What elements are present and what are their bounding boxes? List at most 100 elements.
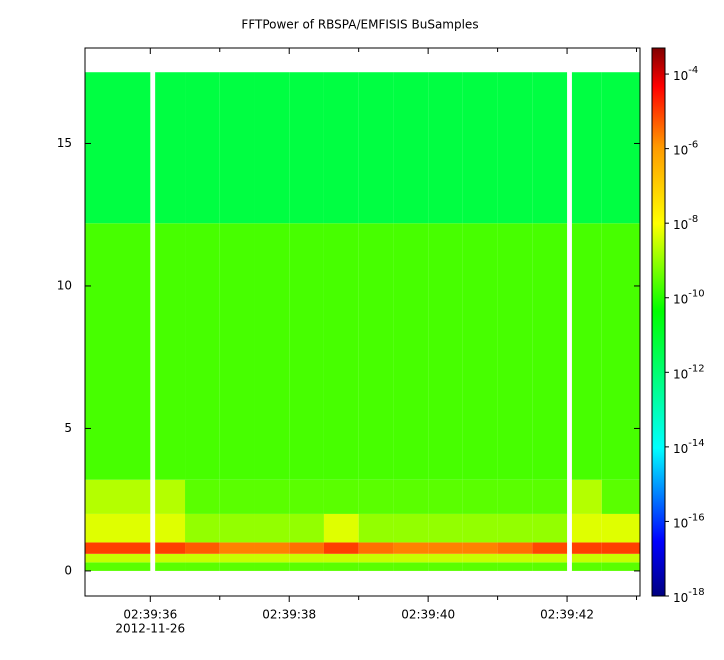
heat-cell [358,542,394,554]
y-tick-label: 0 [64,563,72,577]
heat-cell [462,223,498,480]
heat-cell [358,72,394,224]
heat-cell [393,479,429,514]
heat-cell [289,542,324,554]
x-tick-label: 02:39:38 [262,608,316,622]
heat-cell [601,513,640,543]
heat-cell [289,562,324,571]
heat-cell [219,562,255,571]
heat-cell [462,562,498,571]
heat-cell [571,553,602,563]
heat-cell [571,479,602,514]
colorbar-tick-label: 10-6 [673,140,698,158]
heat-cell [85,479,151,514]
heat-cell [358,562,394,571]
heat-cell [219,223,255,480]
colorbar-tick-label: 10-12 [673,363,705,381]
heat-cell [254,479,290,514]
x-tick-label: 02:39:36 [123,608,177,622]
heat-cell [323,562,359,571]
heat-cell [185,562,220,571]
heat-cell [289,72,324,224]
heat-cell [155,223,186,480]
heat-cell [532,513,568,543]
heat-cell [219,479,255,514]
heat-cell [185,72,220,224]
colorbar [652,48,665,596]
heat-cell [185,479,220,514]
heat-cell [571,223,602,480]
colorbar-tick-label: 10-4 [673,65,698,83]
heat-cell [254,562,290,571]
heat-cell [254,223,290,480]
tick-exponent: -6 [688,140,698,151]
chart-title: FFTPower of RBSPA/EMFISIS BuSamples [241,18,478,32]
colorbar-tick-label: 10-18 [673,587,705,605]
x-tick-label: 02:39:42 [540,608,594,622]
heat-cell [428,72,463,224]
heat-cell [462,553,498,563]
heat-cell [393,223,429,480]
heat-cell [428,542,463,554]
heat-cell [185,513,220,543]
heat-cell [323,223,359,480]
heat-cell [393,513,429,543]
heat-cell [155,479,186,514]
heat-cell [85,553,151,563]
heat-cell [532,223,568,480]
heat-cell [85,223,151,480]
tick-exponent: -18 [688,587,704,598]
tick-base: 10 [673,367,688,381]
heat-cell [497,562,533,571]
heat-cell [254,513,290,543]
heat-cell [185,542,220,554]
heat-cell [428,562,463,571]
colorbar-tick-label: 10-16 [673,512,705,530]
y-tick-label: 10 [57,278,72,292]
tick-base: 10 [673,591,688,605]
heat-cell [254,72,290,224]
heat-cell [428,513,463,543]
x-tick-label: 02:39:40 [401,608,455,622]
heat-cell [323,553,359,563]
plot-frame [84,47,641,597]
heat-cell [323,72,359,224]
colorbar-tick-label: 10-10 [673,289,705,307]
heat-cell [155,513,186,543]
y-tick-label: 5 [64,421,72,435]
heat-cell [571,542,602,554]
colorbar-tick-label: 10-8 [673,214,698,232]
heat-cell [571,513,602,543]
heat-cell [462,479,498,514]
heat-cell [358,479,394,514]
heat-cell [358,513,394,543]
heat-cell [323,479,359,514]
heat-cell [601,562,640,571]
colorbar-frame [651,47,666,597]
heat-cell [532,479,568,514]
heat-cell [289,513,324,543]
heat-cell [393,72,429,224]
heat-cell [85,562,151,571]
tick-exponent: -14 [688,438,704,449]
tick-base: 10 [673,441,688,455]
colorbar-tick-label: 10-14 [673,438,705,456]
heat-cell [601,223,640,480]
heat-cell [85,542,151,554]
heat-cell [571,562,602,571]
heat-cell [428,223,463,480]
tick-base: 10 [673,69,688,83]
heat-cell [393,562,429,571]
heat-cell [185,553,220,563]
heat-cell [601,542,640,554]
x-date-label: 2012-11-26 [115,622,185,636]
tick-base: 10 [673,292,688,306]
tick-exponent: -16 [688,512,704,523]
heat-cell [462,72,498,224]
heat-cell [155,553,186,563]
heat-cell [393,553,429,563]
heat-cell [532,553,568,563]
y-tick-label: 15 [57,136,72,150]
heat-cell [462,513,498,543]
heat-cell [532,562,568,571]
